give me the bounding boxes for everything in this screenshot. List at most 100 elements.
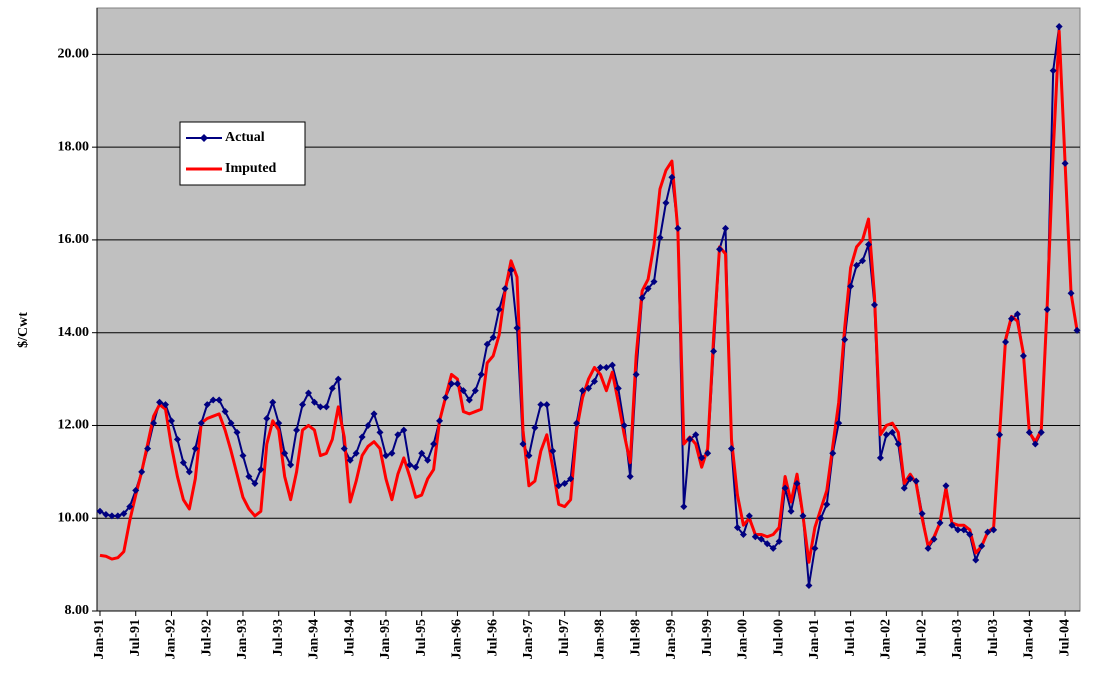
plot-area — [96, 7, 1081, 612]
x-tick-label: Jul-98 — [628, 619, 643, 656]
point — [334, 375, 342, 383]
x-tick-label: Jul-95 — [414, 619, 429, 656]
point — [620, 421, 628, 429]
point — [763, 540, 771, 548]
x-tick-label: Jan-98 — [593, 619, 608, 659]
point — [543, 401, 551, 409]
point — [173, 435, 181, 443]
point — [585, 384, 592, 392]
point — [245, 472, 253, 480]
point — [978, 542, 986, 550]
x-tick-label: Jan-99 — [664, 619, 679, 659]
point — [459, 387, 467, 395]
point — [733, 524, 741, 532]
point — [561, 479, 569, 487]
point — [293, 426, 301, 434]
point — [358, 433, 366, 441]
point — [239, 452, 247, 460]
point — [263, 415, 271, 423]
x-tick-label: Jul-94 — [342, 619, 357, 656]
point — [662, 199, 670, 207]
point — [918, 510, 926, 518]
point — [96, 507, 104, 515]
point — [650, 278, 658, 286]
point — [692, 431, 700, 439]
point — [442, 394, 450, 402]
x-tick-label: Jul-01 — [843, 619, 858, 656]
point — [447, 380, 455, 388]
point — [632, 370, 640, 378]
point — [579, 387, 587, 395]
x-tick-label: Jan-94 — [307, 619, 322, 659]
point — [221, 408, 229, 416]
point — [668, 173, 676, 181]
point — [1049, 67, 1057, 75]
point — [638, 294, 646, 302]
x-tick-label: Jan-97 — [521, 619, 536, 659]
point — [745, 512, 753, 520]
point — [996, 431, 1004, 439]
point — [924, 544, 932, 552]
point — [412, 463, 420, 471]
point — [817, 514, 825, 522]
y-tick-label: 16.00 — [58, 232, 90, 247]
point — [531, 424, 539, 432]
point — [156, 398, 164, 406]
point — [608, 361, 616, 369]
point — [930, 535, 938, 543]
point — [102, 511, 110, 519]
point — [519, 440, 527, 448]
point — [841, 336, 849, 344]
x-tick-label: Jul-93 — [271, 619, 286, 656]
point — [882, 431, 890, 439]
point — [167, 417, 175, 425]
point — [727, 445, 735, 453]
point — [537, 401, 545, 409]
x-tick-label: Jan-96 — [450, 619, 465, 659]
point — [847, 282, 855, 290]
point — [686, 435, 694, 443]
point — [1037, 428, 1045, 436]
x-tick-label: Jan-00 — [736, 619, 751, 659]
point — [388, 449, 396, 457]
point — [507, 266, 515, 274]
point — [948, 521, 956, 529]
point — [418, 449, 426, 457]
point — [984, 528, 992, 536]
y-tick-label: 14.00 — [58, 325, 90, 340]
point — [430, 440, 438, 448]
x-tick-label: Jan-02 — [879, 619, 894, 659]
point — [942, 482, 950, 490]
point — [912, 477, 920, 485]
y-tick-label: 10.00 — [58, 510, 90, 525]
point — [227, 419, 235, 427]
point — [596, 363, 604, 371]
point — [132, 486, 140, 494]
x-tick-label: Jan-91 — [92, 619, 107, 659]
point — [1025, 428, 1033, 436]
point — [859, 257, 867, 265]
point — [888, 428, 896, 436]
point — [590, 377, 598, 385]
point — [376, 428, 384, 436]
point — [876, 454, 884, 462]
point — [328, 384, 336, 392]
point — [310, 398, 318, 406]
point — [555, 482, 563, 490]
point — [108, 512, 116, 520]
y-tick-label: 20.00 — [58, 47, 90, 62]
point — [751, 533, 759, 541]
point — [322, 403, 330, 411]
point — [489, 333, 497, 341]
legend — [179, 121, 306, 186]
y-axis-label: $/Cwt — [16, 312, 31, 348]
point — [972, 556, 980, 564]
point — [162, 401, 170, 409]
point — [781, 484, 789, 492]
point — [120, 510, 128, 518]
point — [966, 530, 974, 538]
point — [436, 417, 444, 425]
point — [150, 419, 158, 427]
point — [799, 512, 807, 520]
